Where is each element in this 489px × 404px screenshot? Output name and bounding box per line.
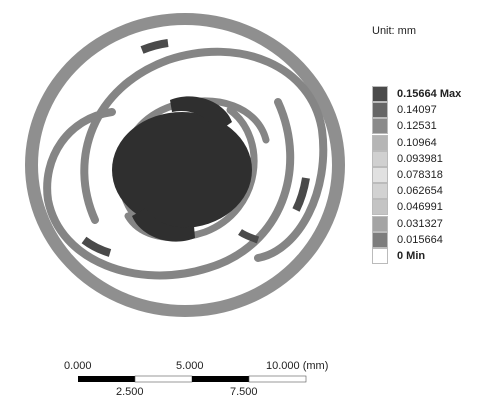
spiral-arm-lower	[43, 98, 295, 280]
legend-item: 0.15664 Max	[372, 86, 489, 102]
spiral-arm-upper	[80, 47, 328, 262]
legend-swatch	[372, 231, 388, 248]
scale-label-2-5: 2.500	[116, 386, 144, 398]
legend-swatch	[372, 183, 388, 200]
spiral-highlight	[140, 39, 169, 54]
legend-swatch	[372, 167, 388, 183]
legend-label: 0.078318	[397, 169, 443, 181]
central-hub	[112, 112, 252, 228]
scale-label-0: 0.000	[64, 360, 92, 372]
legend-label: 0 Min	[397, 250, 426, 262]
legend-label: 0.14097	[397, 104, 437, 117]
legend-label: 0.031327	[397, 217, 443, 230]
scale-label-5: 5.000	[176, 360, 204, 372]
unit-label: Unit: mm	[372, 25, 416, 37]
legend-item: 0.14097	[372, 102, 489, 119]
legend-swatch	[372, 86, 388, 102]
legend-swatch	[372, 150, 388, 167]
scale-label-7-5: 7.500	[230, 386, 258, 398]
legend-item: 0.10964	[372, 134, 489, 151]
legend-label: 0.015664	[397, 233, 443, 246]
legend-item: 0.015664	[372, 231, 489, 248]
legend-item: 0.062654	[372, 183, 489, 200]
legend-item: 0.093981	[372, 150, 489, 167]
legend-item: 0.12531	[372, 118, 489, 135]
hub-lobe	[170, 96, 232, 132]
legend-label: 0.093981	[397, 152, 443, 165]
legend-label: 0.062654	[397, 185, 443, 198]
hub-lobe	[132, 208, 195, 242]
spiral-highlight	[81, 236, 112, 257]
spiral-highlight	[292, 177, 310, 212]
legend-swatch	[372, 118, 388, 135]
scale-label-10: 10.000 (mm)	[266, 360, 329, 372]
legend-item: 0.046991	[372, 199, 489, 216]
legend-label: 0.10964	[397, 136, 437, 149]
legend-label: 0.046991	[397, 201, 443, 214]
legend-swatch	[372, 199, 388, 216]
legend-swatch	[372, 215, 388, 232]
legend-item: 0 Min	[372, 248, 489, 264]
legend-item: 0.031327	[372, 215, 489, 232]
legend-swatch	[372, 248, 388, 264]
legend-swatch	[372, 102, 388, 119]
spiral-highlight	[238, 229, 260, 244]
legend-label: 0.15664 Max	[397, 88, 462, 100]
legend-item: 0.078318	[372, 167, 489, 183]
legend-label: 0.12531	[397, 120, 437, 133]
legend-swatch	[372, 134, 388, 151]
